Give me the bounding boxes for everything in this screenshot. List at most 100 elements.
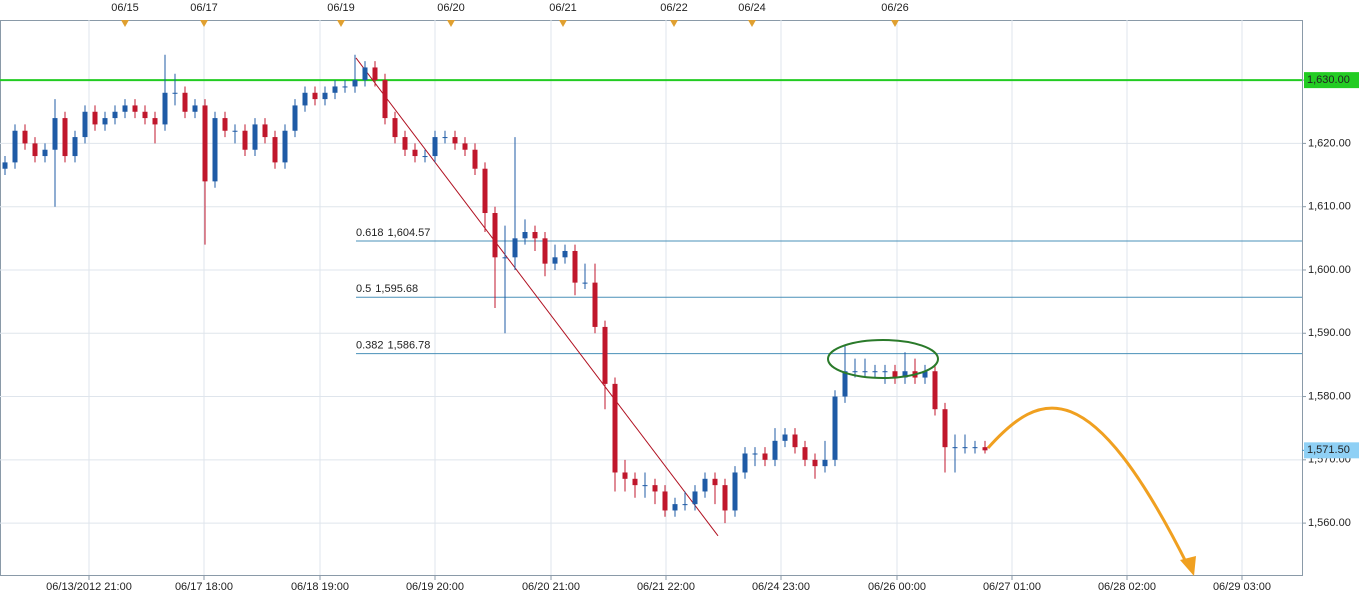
candle-body	[742, 453, 748, 473]
candle-body	[822, 459, 828, 467]
x-tick-label: 06/26 00:00	[868, 581, 926, 593]
candle-body	[432, 137, 438, 157]
candle-body	[502, 257, 508, 259]
candle-body	[622, 472, 628, 479]
candle-body	[602, 326, 608, 384]
candle-body	[772, 440, 778, 460]
x-tick-label: 06/28 02:00	[1098, 581, 1156, 593]
candle-body	[162, 92, 168, 125]
candle-body	[632, 478, 638, 486]
x-tick-label: 06/13/2012 21:00	[46, 581, 132, 593]
hline-label: 1,630.00	[1307, 74, 1350, 86]
fib-ratio: 0.618	[356, 227, 384, 239]
top-tick-marker	[200, 20, 208, 27]
candle-body	[52, 118, 58, 150]
top-tick-marker	[337, 20, 345, 27]
fib-level-label: 1,595.68	[375, 283, 418, 295]
candle-body	[682, 504, 688, 506]
candle-body	[792, 434, 798, 448]
candle-body	[842, 371, 848, 397]
candle-body	[372, 67, 378, 81]
candle-body	[662, 491, 668, 511]
candle-body	[982, 447, 988, 451]
fib-level-label: 1,604.57	[388, 227, 431, 239]
candle-body	[362, 67, 368, 81]
candle-body	[22, 130, 28, 144]
candle-body	[232, 130, 238, 132]
x-tick-label: 06/18 19:00	[291, 581, 349, 593]
last-price-box	[1304, 442, 1359, 459]
candle-body	[92, 111, 98, 125]
candle-body	[272, 137, 278, 163]
fib-ratio: 0.5	[356, 283, 371, 295]
candle-body	[42, 149, 48, 157]
y-tick-label: 1,590.00	[1308, 327, 1351, 339]
top-tick-label: 06/21	[549, 2, 577, 14]
candle-body	[722, 485, 728, 511]
candle-body	[32, 143, 38, 157]
candle-body	[652, 485, 658, 492]
candle-body	[532, 232, 538, 239]
candle-body	[762, 453, 768, 460]
forecast-arrow	[986, 406, 1190, 567]
top-tick-label: 06/22	[660, 2, 688, 14]
top-tick-label: 06/15	[111, 2, 139, 14]
top-tick-marker	[559, 20, 567, 27]
candle-body	[2, 162, 8, 169]
x-tick-label: 06/27 01:00	[983, 581, 1041, 593]
candle-body	[492, 213, 498, 258]
candle-body	[352, 80, 358, 87]
x-tick-label: 06/24 23:00	[752, 581, 810, 593]
candle-body	[252, 124, 258, 150]
candle-body	[102, 118, 108, 125]
candle-body	[412, 149, 418, 157]
candle-body	[802, 447, 808, 460]
candle-body	[612, 383, 618, 473]
candle-body	[832, 396, 838, 460]
candle-body	[222, 118, 228, 131]
top-tick-marker	[121, 20, 129, 27]
candle-body	[342, 86, 348, 88]
top-tick-marker	[748, 20, 756, 27]
candle-body	[392, 118, 398, 138]
candle-body	[882, 371, 888, 373]
candle-body	[712, 478, 718, 486]
candle-body	[72, 137, 78, 157]
y-tick-label: 1,620.00	[1308, 137, 1351, 149]
candle-body	[512, 238, 518, 258]
candle-body	[542, 238, 548, 264]
candle-body	[672, 504, 678, 511]
candle-body	[732, 472, 738, 511]
y-tick-label: 1,580.00	[1308, 390, 1351, 402]
candle-body	[752, 453, 758, 455]
candle-body	[182, 92, 188, 112]
top-tick-label: 06/17	[190, 2, 218, 14]
candle-body	[292, 105, 298, 131]
x-tick-label: 06/21 22:00	[637, 581, 695, 593]
candle-body	[82, 111, 88, 138]
plot-frame	[0, 20, 1303, 576]
candle-body	[642, 485, 648, 487]
candle-body	[132, 105, 138, 112]
x-tick-label: 06/20 21:00	[522, 581, 580, 593]
candle-body	[402, 137, 408, 150]
candle-body	[192, 105, 198, 112]
candle-body	[972, 447, 978, 449]
candle-body	[702, 478, 708, 492]
candle-body	[242, 130, 248, 150]
labels: 1,560.001,570.001,580.001,590.001,600.00…	[46, 2, 1359, 593]
top-tick-marker	[891, 20, 899, 27]
candle-body	[482, 168, 488, 214]
candle-body	[212, 118, 218, 182]
candle-body	[332, 86, 338, 93]
candle-body	[582, 282, 588, 284]
candle-body	[142, 111, 148, 119]
candle-body	[422, 156, 428, 158]
candle-body	[62, 118, 68, 157]
candle-body	[782, 434, 788, 441]
y-tick-label: 1,600.00	[1308, 264, 1351, 276]
trend-line	[355, 57, 719, 537]
candle-body	[262, 124, 268, 138]
candle-body	[282, 130, 288, 163]
